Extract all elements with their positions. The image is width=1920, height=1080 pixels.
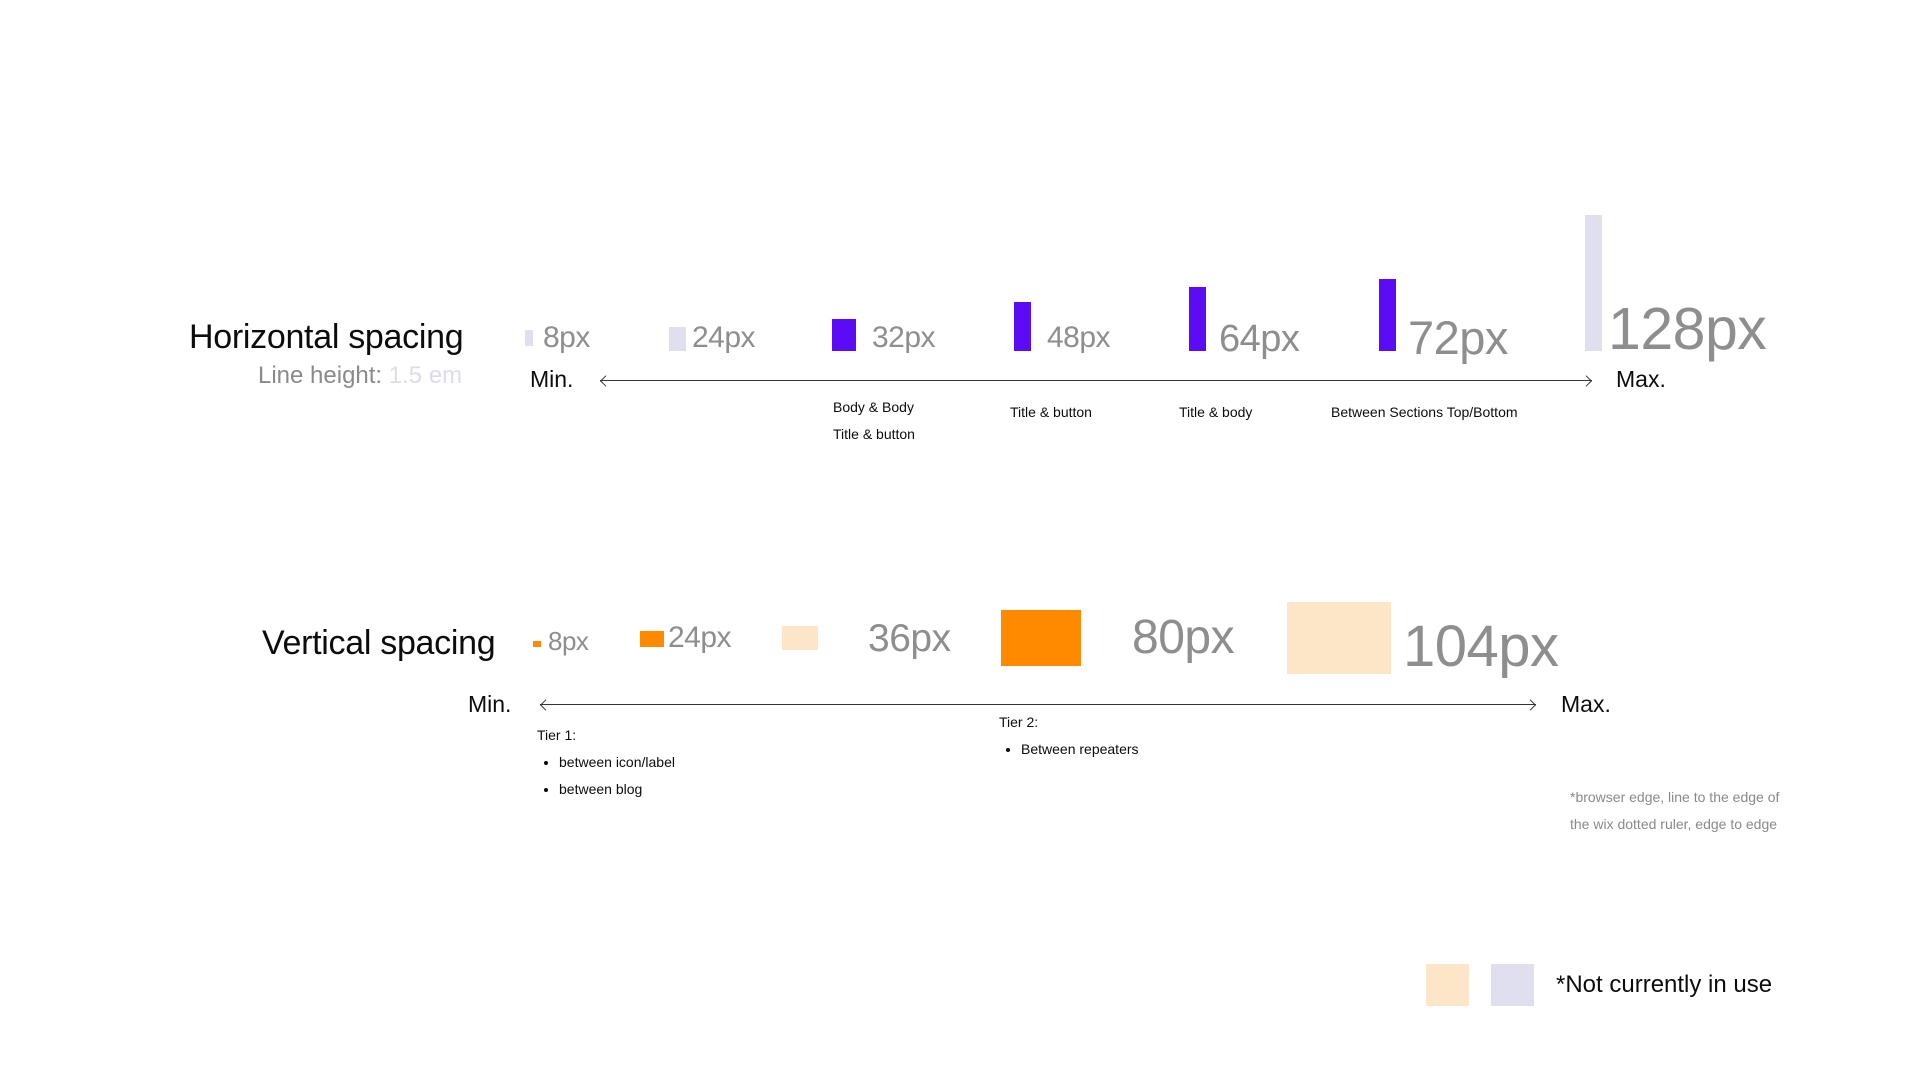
v-label-80px: 80px bbox=[1132, 611, 1235, 664]
h-note-64px: Title & body bbox=[1179, 404, 1253, 420]
h-note-32px: Body & Body Title & button bbox=[833, 394, 915, 448]
tier2-title: Tier 2: bbox=[999, 714, 1039, 730]
footnote-line1: *browser edge, line to the edge of bbox=[1570, 789, 1780, 805]
legend-swatch-lavender bbox=[1491, 964, 1534, 1006]
h-label-8px: 8px bbox=[543, 321, 590, 354]
v-bar-104px bbox=[1287, 602, 1391, 674]
tier2-block: Tier 2: Between repeaters bbox=[999, 709, 1139, 763]
line-height-text: Line height: bbox=[258, 362, 383, 389]
h-note-48px: Title & button bbox=[1010, 404, 1092, 420]
v-label-36px: 36px bbox=[868, 617, 951, 660]
h-max-label: Max. bbox=[1616, 366, 1666, 392]
tier2-item: Between repeaters bbox=[1021, 736, 1139, 763]
h-bar-128px bbox=[1585, 215, 1602, 351]
line-height-value: 1.5 em bbox=[388, 362, 463, 389]
h-bar-32px bbox=[832, 319, 856, 351]
footnote: *browser edge, line to the edge of the w… bbox=[1570, 784, 1779, 838]
h-note-32px-line2: Title & button bbox=[833, 426, 915, 442]
line-height-label: Line height: 1.5 em bbox=[258, 362, 462, 390]
h-bar-8px bbox=[525, 330, 533, 346]
v-bar-80px bbox=[1001, 610, 1081, 666]
horizontal-spacing-title: Horizontal spacing bbox=[189, 318, 464, 356]
h-label-128px: 128px bbox=[1608, 296, 1767, 362]
v-bar-24px bbox=[640, 631, 664, 647]
v-bar-8px bbox=[533, 641, 541, 647]
tier1-item: between blog bbox=[559, 776, 675, 803]
vertical-spacing-title: Vertical spacing bbox=[262, 624, 496, 662]
v-label-8px: 8px bbox=[548, 626, 589, 656]
h-bar-24px bbox=[669, 327, 686, 351]
v-min-label: Min. bbox=[468, 691, 512, 717]
h-note-32px-line1: Body & Body bbox=[833, 399, 914, 415]
h-label-64px: 64px bbox=[1219, 318, 1300, 360]
tier1-title: Tier 1: bbox=[537, 727, 577, 743]
h-min-label: Min. bbox=[530, 366, 574, 392]
v-max-label: Max. bbox=[1561, 691, 1611, 717]
v-bar-36px bbox=[782, 626, 818, 650]
v-label-104px: 104px bbox=[1403, 614, 1559, 679]
v-label-24px: 24px bbox=[668, 621, 732, 654]
h-label-72px: 72px bbox=[1408, 311, 1508, 364]
tier1-block: Tier 1: between icon/label between blog bbox=[537, 722, 675, 803]
h-axis-arrow bbox=[600, 380, 1592, 381]
legend-swatch-peach bbox=[1426, 964, 1469, 1006]
h-bar-72px bbox=[1379, 279, 1396, 351]
v-axis-arrow bbox=[540, 704, 1536, 705]
tier1-item: between icon/label bbox=[559, 749, 675, 776]
h-label-24px: 24px bbox=[692, 321, 756, 354]
h-label-48px: 48px bbox=[1047, 321, 1111, 354]
h-bar-48px bbox=[1014, 302, 1031, 351]
h-bar-64px bbox=[1189, 287, 1206, 351]
legend-text: *Not currently in use bbox=[1556, 971, 1773, 998]
h-label-32px: 32px bbox=[872, 321, 936, 354]
h-note-72px: Between Sections Top/Bottom bbox=[1331, 404, 1518, 420]
footnote-line2: the wix dotted ruler, edge to edge bbox=[1570, 816, 1778, 832]
